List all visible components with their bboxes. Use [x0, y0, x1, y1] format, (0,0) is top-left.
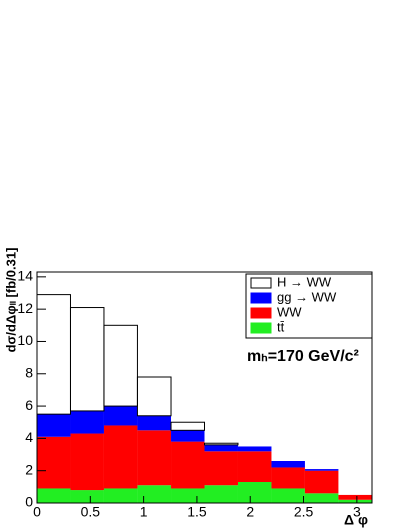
x-tick-label: 0 — [33, 504, 41, 520]
y-tick-label: 4 — [25, 429, 33, 445]
bar — [37, 436, 71, 489]
bar — [271, 461, 305, 468]
bar — [103, 324, 138, 407]
bar — [304, 493, 339, 503]
annotation: mₕ=170 GeV/c² — [247, 348, 359, 365]
plot-frame — [36, 271, 373, 504]
bar — [304, 469, 339, 471]
bar — [70, 490, 104, 503]
bar — [237, 451, 272, 482]
bar — [171, 488, 205, 503]
bar — [204, 444, 238, 452]
bar — [304, 470, 339, 494]
bar — [103, 406, 138, 426]
bar — [36, 294, 71, 415]
y-tick-label: 14 — [17, 268, 33, 284]
bar — [37, 488, 71, 503]
bar — [137, 415, 172, 431]
legend-swatch — [250, 322, 272, 334]
bar — [70, 433, 104, 491]
legend-swatch — [250, 307, 272, 319]
y-tick-label: 8 — [25, 364, 33, 380]
bar — [204, 485, 238, 503]
legend-swatch — [250, 292, 272, 304]
y-tick-label: 12 — [17, 300, 33, 316]
legend-swatch — [250, 277, 272, 289]
bar — [137, 485, 172, 503]
y-tick-label: 10 — [17, 332, 33, 348]
x-tick-label: 0.5 — [81, 504, 101, 520]
bar — [170, 421, 205, 431]
y-tick-label: 0 — [25, 494, 33, 510]
x-tick-label: 2.5 — [294, 504, 314, 520]
bar — [70, 410, 104, 434]
bar — [103, 488, 138, 503]
bar — [237, 482, 272, 503]
x-tick-label: 1 — [140, 504, 148, 520]
bar — [37, 414, 71, 437]
bar — [136, 376, 172, 417]
x-axis-label: Δ φ — [344, 512, 368, 528]
bar — [271, 467, 305, 489]
legend-label: tt̄ — [277, 319, 285, 334]
y-tick-label: 2 — [25, 461, 33, 477]
bar — [171, 430, 205, 442]
x-tick-label: 1.5 — [187, 504, 207, 520]
legend-label: H → WW — [277, 274, 332, 289]
bar — [69, 307, 105, 412]
x-tick-label: 2 — [246, 504, 254, 520]
bar — [271, 488, 305, 503]
bar — [204, 451, 238, 486]
legend-label: WW — [277, 304, 302, 319]
x-tick-label: 3 — [353, 504, 361, 520]
bar — [171, 441, 205, 489]
bar — [338, 499, 372, 503]
y-tick-label: 6 — [25, 397, 33, 413]
y-axis-label: dσ/dΔφₗₗ [fb/0.31] — [3, 248, 18, 353]
bar — [103, 425, 138, 489]
bar — [137, 430, 172, 486]
bar — [338, 494, 372, 500]
bar — [237, 446, 272, 452]
legend-label: gg → WW — [277, 289, 337, 304]
bar — [204, 442, 239, 446]
